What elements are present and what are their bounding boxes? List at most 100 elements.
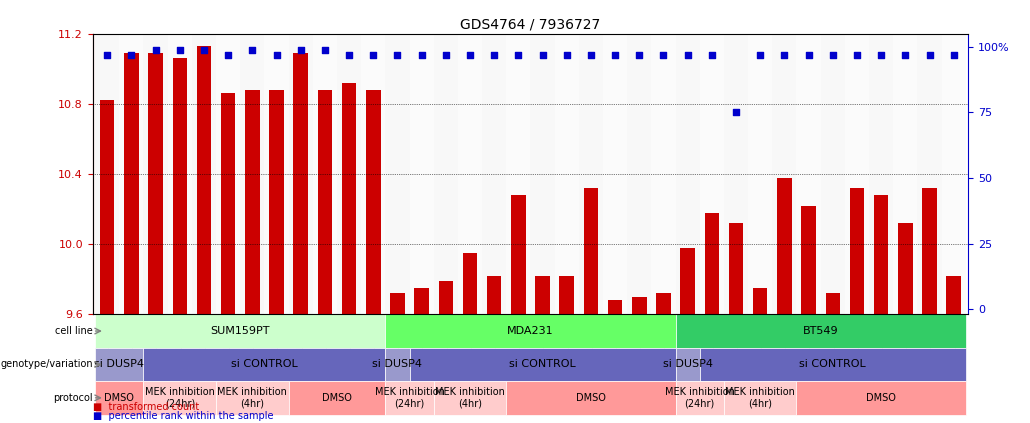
Point bbox=[849, 52, 865, 58]
Bar bbox=[656, 293, 671, 314]
Text: DMSO: DMSO bbox=[322, 393, 352, 403]
Text: si CONTROL: si CONTROL bbox=[799, 360, 866, 369]
Bar bbox=[753, 288, 767, 314]
Bar bbox=[192, 34, 216, 314]
Point bbox=[341, 52, 357, 58]
FancyBboxPatch shape bbox=[676, 314, 966, 348]
Point bbox=[268, 52, 284, 58]
Bar bbox=[778, 178, 792, 314]
Bar bbox=[893, 34, 918, 314]
Bar bbox=[632, 297, 647, 314]
Bar bbox=[554, 34, 579, 314]
Point bbox=[461, 52, 478, 58]
Bar bbox=[772, 34, 796, 314]
Point bbox=[413, 52, 430, 58]
Bar bbox=[825, 293, 840, 314]
Bar bbox=[676, 34, 699, 314]
FancyBboxPatch shape bbox=[95, 314, 385, 348]
Point bbox=[583, 52, 599, 58]
Point bbox=[921, 52, 937, 58]
Point bbox=[703, 52, 720, 58]
Bar bbox=[603, 34, 627, 314]
Point bbox=[219, 52, 236, 58]
Bar bbox=[941, 34, 966, 314]
Bar bbox=[918, 34, 941, 314]
Point bbox=[293, 46, 309, 53]
Bar bbox=[172, 58, 187, 314]
Bar bbox=[385, 34, 410, 314]
Point bbox=[535, 52, 551, 58]
Text: DMSO: DMSO bbox=[104, 393, 134, 403]
FancyBboxPatch shape bbox=[507, 381, 676, 415]
Bar bbox=[507, 34, 530, 314]
Point bbox=[486, 52, 503, 58]
FancyBboxPatch shape bbox=[676, 381, 724, 415]
Bar bbox=[197, 46, 211, 314]
Bar bbox=[410, 34, 434, 314]
Point bbox=[728, 109, 745, 116]
Bar bbox=[220, 93, 236, 314]
Bar bbox=[724, 34, 748, 314]
Bar bbox=[584, 188, 598, 314]
Bar bbox=[869, 34, 893, 314]
Bar bbox=[168, 34, 192, 314]
FancyBboxPatch shape bbox=[385, 314, 676, 348]
Bar bbox=[462, 253, 477, 314]
Text: ■  percentile rank within the sample: ■ percentile rank within the sample bbox=[93, 411, 273, 421]
Text: MEK inhibition
(24hr): MEK inhibition (24hr) bbox=[375, 387, 445, 409]
Bar bbox=[439, 281, 453, 314]
Title: GDS4764 / 7936727: GDS4764 / 7936727 bbox=[460, 17, 600, 31]
Point bbox=[897, 52, 914, 58]
Point bbox=[631, 52, 648, 58]
Bar bbox=[530, 34, 554, 314]
Bar bbox=[143, 34, 168, 314]
Point bbox=[316, 46, 333, 53]
Point bbox=[99, 52, 115, 58]
FancyBboxPatch shape bbox=[385, 348, 410, 381]
Bar bbox=[608, 300, 622, 314]
Point bbox=[558, 52, 575, 58]
Text: ■  transformed count: ■ transformed count bbox=[93, 402, 199, 412]
FancyBboxPatch shape bbox=[143, 348, 385, 381]
Bar bbox=[873, 195, 889, 314]
Bar bbox=[845, 34, 869, 314]
Text: DMSO: DMSO bbox=[866, 393, 896, 403]
FancyBboxPatch shape bbox=[95, 381, 143, 415]
Point bbox=[655, 52, 672, 58]
Bar bbox=[119, 34, 143, 314]
Bar bbox=[216, 34, 240, 314]
Bar bbox=[434, 34, 458, 314]
FancyBboxPatch shape bbox=[95, 348, 143, 381]
FancyBboxPatch shape bbox=[143, 381, 216, 415]
Text: cell line: cell line bbox=[55, 326, 93, 336]
Text: BT549: BT549 bbox=[802, 326, 838, 336]
Bar bbox=[559, 276, 574, 314]
Bar bbox=[681, 248, 695, 314]
Text: MEK inhibition
(4hr): MEK inhibition (4hr) bbox=[217, 387, 287, 409]
Bar bbox=[337, 34, 362, 314]
Text: protocol: protocol bbox=[54, 393, 93, 403]
Bar bbox=[796, 34, 821, 314]
Text: si CONTROL: si CONTROL bbox=[509, 360, 576, 369]
Bar bbox=[313, 34, 337, 314]
Bar bbox=[317, 90, 332, 314]
Point bbox=[607, 52, 623, 58]
Text: MDA231: MDA231 bbox=[507, 326, 554, 336]
FancyBboxPatch shape bbox=[216, 381, 288, 415]
Point bbox=[147, 46, 164, 53]
Text: MEK inhibition
(4hr): MEK inhibition (4hr) bbox=[435, 387, 505, 409]
Bar bbox=[125, 53, 139, 314]
Point bbox=[946, 52, 962, 58]
Bar bbox=[366, 90, 380, 314]
Bar bbox=[898, 223, 913, 314]
Bar bbox=[482, 34, 507, 314]
Bar bbox=[269, 90, 283, 314]
Text: si DUSP4: si DUSP4 bbox=[662, 360, 713, 369]
Bar bbox=[947, 276, 961, 314]
Bar bbox=[414, 288, 428, 314]
Bar bbox=[487, 276, 502, 314]
Point bbox=[800, 52, 817, 58]
Point bbox=[777, 52, 793, 58]
Text: DMSO: DMSO bbox=[576, 393, 606, 403]
FancyBboxPatch shape bbox=[699, 348, 966, 381]
